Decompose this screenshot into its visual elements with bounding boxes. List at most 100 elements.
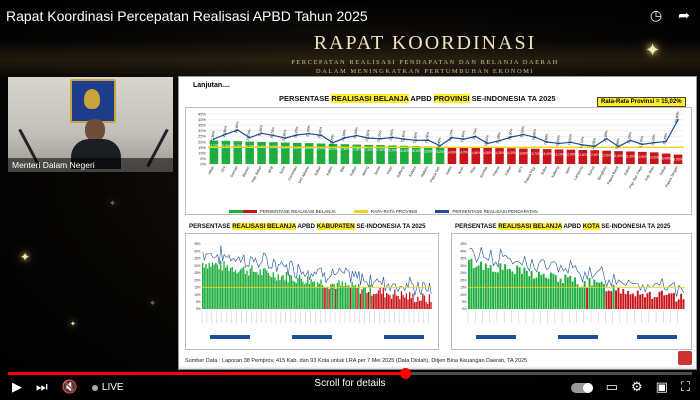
settings-icon[interactable]: ⚙ bbox=[630, 380, 643, 395]
prov-average-label: Rata-Rata Provinsi = 15,02% bbox=[597, 97, 686, 107]
bar bbox=[540, 274, 543, 309]
bar bbox=[619, 293, 622, 309]
revenue-value-label: 17,70% bbox=[638, 136, 644, 148]
bar bbox=[241, 268, 243, 309]
revenue-value-label: 25,70% bbox=[269, 127, 275, 139]
x-category-label: Kalteng bbox=[551, 166, 560, 179]
bar bbox=[280, 276, 283, 309]
bar bbox=[354, 284, 357, 309]
x-category-label: Sultra bbox=[540, 166, 548, 176]
scroll-hint[interactable]: Scroll for details bbox=[314, 378, 386, 389]
bar bbox=[566, 277, 569, 309]
x-category-label: Malut bbox=[445, 166, 453, 176]
sparkle-icon: ✦ bbox=[20, 250, 31, 264]
legend-swatch bbox=[210, 335, 250, 339]
presentation-slide: Lanjutan.... PERSENTASE REALISASI BELANJ… bbox=[178, 76, 697, 370]
captions-icon[interactable]: ▭ bbox=[605, 380, 618, 395]
kab-chart: 0% 5% 10% 15% 20% 25% 30% 35% 40% 45% bbox=[185, 233, 439, 350]
x-category-label: Papua Peg. bbox=[524, 166, 536, 184]
bar bbox=[607, 290, 610, 309]
bar bbox=[351, 281, 353, 309]
revenue-point bbox=[462, 138, 465, 141]
bar bbox=[328, 288, 330, 309]
slide-heading: Lanjutan.... bbox=[193, 82, 230, 89]
bar bbox=[626, 151, 635, 164]
bar bbox=[377, 290, 380, 309]
watch-later-icon[interactable]: ◷ bbox=[649, 8, 663, 24]
banner-subtitle-line: PERCEPATAN REALISASI PENDAPATAN DAN BELA… bbox=[291, 59, 559, 66]
y-tick-label: 10% bbox=[460, 293, 467, 297]
revenue-point bbox=[677, 118, 679, 121]
bar bbox=[384, 297, 386, 309]
bar bbox=[412, 293, 414, 309]
bar bbox=[545, 277, 548, 309]
bar bbox=[675, 301, 678, 309]
bar bbox=[316, 143, 326, 164]
bar bbox=[372, 294, 375, 309]
bar bbox=[402, 295, 404, 309]
progress-bar[interactable] bbox=[8, 368, 692, 379]
fullscreen-icon[interactable]: ⛶ bbox=[680, 380, 690, 395]
video-title[interactable]: Rapat Koordinasi Percepatan Realisasi AP… bbox=[6, 8, 368, 24]
progress-scrubber[interactable] bbox=[399, 368, 411, 379]
bar bbox=[511, 271, 514, 309]
bar-value-label: 17,50% bbox=[351, 148, 362, 152]
revenue-value-label: 23,70% bbox=[246, 129, 252, 141]
live-badge[interactable]: LIVE bbox=[91, 382, 124, 393]
bar-value-label: 10,50% bbox=[649, 155, 660, 159]
bar bbox=[344, 282, 347, 309]
bar bbox=[248, 275, 250, 309]
bar bbox=[410, 298, 412, 309]
sparkle-icon: ✦ bbox=[70, 320, 76, 328]
revenue-point bbox=[593, 145, 596, 148]
bar bbox=[244, 273, 247, 309]
bar bbox=[205, 263, 207, 309]
y-tick-label: 25% bbox=[460, 271, 467, 275]
sparkle-icon: ✧ bbox=[150, 300, 156, 307]
bar bbox=[202, 262, 204, 309]
bar bbox=[661, 153, 671, 164]
bar bbox=[415, 301, 417, 309]
bar bbox=[598, 282, 601, 309]
bar bbox=[649, 152, 659, 164]
legend-swatch bbox=[384, 335, 424, 339]
bar bbox=[660, 290, 663, 309]
bar-value-label: 12,00% bbox=[601, 154, 612, 158]
bar bbox=[519, 148, 528, 164]
bar bbox=[617, 287, 620, 309]
miniplayer-icon[interactable]: ▣ bbox=[655, 380, 668, 395]
y-tick-label: 25% bbox=[198, 134, 206, 139]
bar bbox=[320, 279, 322, 309]
bar bbox=[629, 294, 632, 309]
mute-icon[interactable]: 🔇 bbox=[61, 380, 78, 395]
bar bbox=[367, 292, 370, 309]
bar bbox=[680, 293, 683, 309]
next-icon[interactable]: ⏭ bbox=[36, 380, 48, 395]
y-tick-label: 40% bbox=[460, 249, 467, 253]
bar bbox=[371, 295, 373, 309]
bar bbox=[346, 285, 348, 309]
play-icon[interactable]: ▶ bbox=[12, 380, 22, 395]
bar bbox=[409, 292, 411, 309]
bar bbox=[507, 148, 516, 164]
revenue-point bbox=[427, 139, 430, 142]
bar bbox=[631, 293, 634, 309]
speaker-label: Menteri Dalam Negeri bbox=[8, 158, 173, 172]
bar-value-label: 17,20% bbox=[363, 148, 374, 152]
bar bbox=[335, 288, 337, 309]
bar bbox=[206, 268, 209, 309]
revenue-point bbox=[308, 132, 311, 135]
revenue-point bbox=[546, 141, 549, 143]
x-category-label: Kalsel bbox=[504, 165, 512, 176]
x-category-label: Sumbar bbox=[479, 165, 489, 179]
revenue-value-label: 22,50% bbox=[210, 130, 216, 142]
share-icon[interactable]: ➦ bbox=[678, 8, 690, 24]
bar bbox=[576, 284, 579, 309]
revenue-point bbox=[296, 133, 299, 136]
bar-value-label: 14,30% bbox=[494, 151, 505, 155]
revenue-point bbox=[391, 136, 394, 139]
x-category-label: Gorontalo bbox=[287, 166, 298, 182]
autoplay-toggle[interactable] bbox=[570, 382, 593, 393]
bar bbox=[308, 284, 311, 309]
bar bbox=[468, 260, 470, 309]
